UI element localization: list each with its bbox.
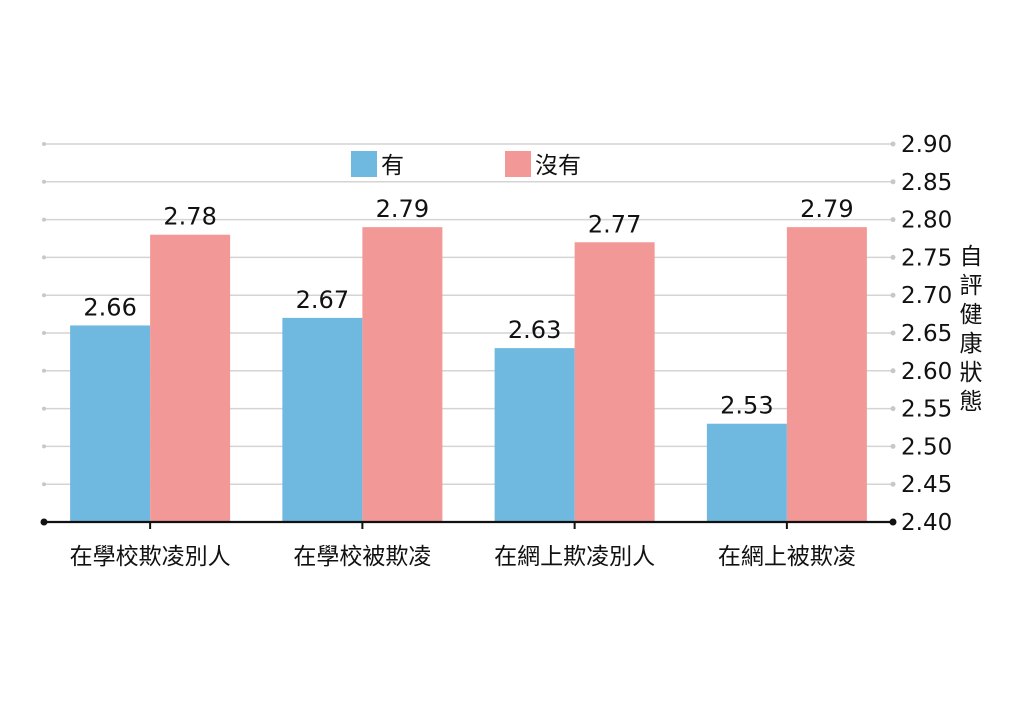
y-tick-label: 2.65 [901, 321, 952, 347]
y-tick-label: 2.70 [901, 283, 952, 309]
grid-end-dot [42, 217, 46, 222]
legend-label: 沒有 [535, 153, 581, 179]
y-tick-label: 2.80 [901, 208, 952, 234]
legend-label: 有 [381, 153, 404, 179]
data-label: 2.77 [588, 210, 641, 238]
y-tick-dot [890, 406, 896, 412]
y-axis-label-char: 康 [960, 331, 983, 357]
x-tick-label: 在學校欺凌別人 [70, 544, 231, 570]
y-tick-dot [890, 443, 896, 449]
grid-end-dot [42, 331, 46, 335]
bar-meiyou [574, 242, 655, 522]
y-axis-label-char: 自 [960, 244, 983, 270]
axis-end-dot [889, 518, 897, 526]
data-label: 2.63 [508, 316, 561, 344]
y-tick-label: 2.85 [901, 170, 952, 196]
legend-swatch [351, 151, 377, 177]
grid-end-dot [42, 179, 46, 184]
y-tick-dot [890, 179, 896, 185]
y-tick-dot [890, 330, 896, 336]
y-tick-dot [890, 481, 896, 487]
y-tick-dot [890, 141, 896, 147]
bar-you [70, 325, 151, 522]
y-tick-label: 2.60 [901, 359, 952, 385]
y-tick-label: 2.50 [901, 434, 952, 460]
x-tick-label: 在網上被欺凌 [718, 544, 856, 570]
x-tick-label: 在網上欺凌別人 [494, 544, 655, 570]
x-tick-label: 在學校被欺凌 [293, 544, 431, 570]
bar-you [282, 317, 363, 522]
data-label: 2.78 [163, 203, 216, 231]
grid-end-dot [42, 142, 46, 146]
bar-you [494, 348, 575, 522]
grid-end-dot [42, 444, 46, 449]
data-label: 2.79 [376, 195, 429, 223]
y-axis-label-char: 健 [960, 302, 983, 328]
bar-you [706, 423, 787, 522]
y-axis-label-char: 狀 [960, 360, 983, 386]
bar-meiyou [362, 227, 443, 522]
y-tick-label: 2.75 [901, 245, 952, 271]
y-tick-label: 2.45 [901, 472, 952, 498]
grid-end-dot [42, 406, 46, 411]
legend-swatch [505, 151, 531, 177]
bars [70, 227, 867, 522]
bar-meiyou [150, 234, 231, 522]
bar-meiyou [786, 227, 867, 522]
grid-end-dot [42, 368, 46, 373]
y-tick-dot [890, 368, 896, 374]
y-axis-label-char: 評 [960, 273, 983, 299]
grid-end-dot [42, 482, 46, 487]
data-label: 2.66 [83, 293, 136, 321]
data-label: 2.53 [720, 392, 773, 420]
axes: 2.40 2.45 2.50 2.55 2.60 2.65 2.70 2.75 2.80 2.85… [40, 132, 983, 570]
axis-end-dot [40, 518, 48, 526]
y-axis-label-char: 態 [960, 389, 983, 415]
y-tick-label: 2.90 [901, 132, 952, 158]
y-tick-label: 2.55 [901, 397, 952, 423]
y-tick-dot [890, 217, 896, 223]
y-tick-dot [890, 292, 896, 298]
grid-end-dot [42, 255, 46, 260]
y-tick-label: 2.40 [901, 510, 952, 536]
data-label: 2.67 [296, 286, 349, 314]
data-labels: 2.66 2.78 2.67 2.79 2.63 2.77 2.53 2.79 [83, 195, 853, 420]
data-label: 2.79 [800, 195, 853, 223]
legend: 有 沒有 [351, 151, 581, 179]
y-tick-dot [890, 254, 896, 260]
grid-end-dot [42, 293, 46, 298]
